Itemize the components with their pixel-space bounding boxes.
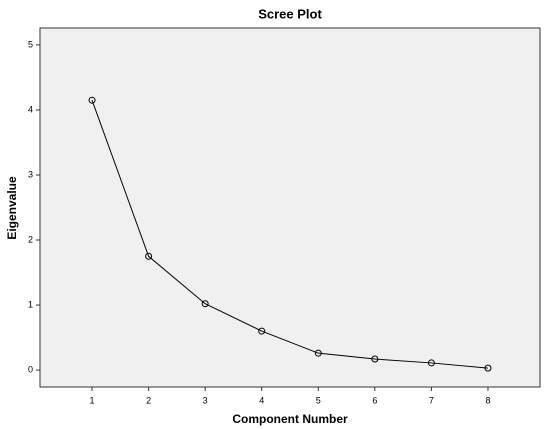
- chart-title: Scree Plot: [258, 6, 322, 21]
- point: [88, 96, 96, 104]
- y-tick-label: 1: [28, 299, 33, 309]
- y-tick-label: 4: [28, 104, 33, 114]
- x-tick-label: 8: [485, 395, 490, 405]
- y-tick-label: 0: [28, 364, 33, 374]
- point: [371, 355, 379, 363]
- x-tick-label: 4: [259, 395, 264, 405]
- x-tick-label: 7: [429, 395, 434, 405]
- y-tick-label: 3: [28, 169, 33, 179]
- point: [314, 349, 322, 357]
- line: [91, 100, 489, 369]
- point: [258, 327, 266, 335]
- point: [484, 364, 492, 372]
- x-axis-title: Component Number: [232, 412, 348, 426]
- point: [201, 300, 209, 308]
- plot-area: [39, 27, 541, 388]
- x-tick-label: 5: [316, 395, 321, 405]
- y-axis-title: Eigenvalue: [5, 176, 19, 240]
- x-tick-label: 3: [203, 395, 208, 405]
- x-tick-label: 6: [372, 395, 377, 405]
- point: [145, 252, 153, 260]
- point: [427, 359, 435, 367]
- y-tick-label: 5: [28, 39, 33, 49]
- x-tick-label: 2: [146, 395, 151, 405]
- x-tick-label: 1: [90, 395, 95, 405]
- y-tick-label: 2: [28, 234, 33, 244]
